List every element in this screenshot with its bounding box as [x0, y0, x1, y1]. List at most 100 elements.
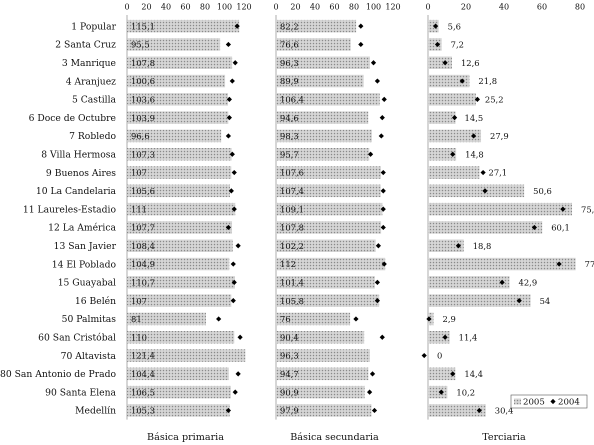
x-tick-label: 100: [217, 3, 232, 12]
bar-value-label: 2,9: [443, 314, 456, 324]
bar-2005: [127, 38, 221, 51]
bar-value-label: 76,6: [280, 40, 299, 50]
bar-2005: [127, 148, 232, 161]
bar-2005: [276, 56, 370, 69]
bar-2005: [276, 19, 357, 33]
bar-2005: [127, 93, 229, 106]
bar-value-label: 11,4: [459, 332, 478, 342]
x-tick-label: 80: [200, 3, 210, 12]
marker-2004: [235, 371, 241, 377]
row-label: 6 Doce de Octubre: [29, 113, 116, 124]
marker-2004: [353, 316, 359, 322]
bar-value-label: 60,1: [551, 223, 570, 233]
bar-value-label: 103,6: [131, 94, 155, 104]
marker-2004: [421, 352, 427, 359]
bar-value-label: 107,4: [280, 186, 304, 196]
marker-2004: [375, 243, 381, 249]
bar-2005: [127, 184, 230, 198]
bar-value-label: 90,4: [280, 332, 299, 342]
marker-2004: [371, 407, 378, 414]
bar-2005: [127, 19, 240, 33]
bar-2005: [127, 257, 230, 271]
bar-value-label: 109,1: [280, 204, 304, 214]
row-label: 1 Popular: [71, 21, 116, 32]
bar-2005: [428, 74, 470, 88]
row-label: 90 Santa Elena: [45, 387, 116, 398]
bar-value-label: 7,2: [451, 40, 464, 50]
bar-value-label: 105,8: [280, 296, 304, 306]
bar-value-label: 106,5: [131, 387, 155, 397]
marker-2004: [381, 96, 387, 102]
x-tick-label: 80: [349, 3, 359, 12]
bar-2005: [127, 349, 246, 362]
bar-2005: [276, 367, 369, 381]
row-label: 80 San Antonio de Prado: [0, 369, 116, 380]
panel-title: Básica secundaria: [290, 432, 379, 443]
marker-2004: [374, 78, 380, 84]
row-label: 2 Santa Cruz: [55, 40, 116, 51]
row-label: 13 San Javier: [54, 241, 117, 252]
x-tick-label: 0: [425, 3, 430, 12]
bar-2005: [276, 221, 382, 234]
marker-2004: [216, 316, 222, 322]
bar-value-label: 103,9: [131, 113, 155, 123]
marker-2004: [380, 188, 386, 194]
bar-value-label: 96,3: [280, 58, 299, 68]
bar-2005: [428, 202, 573, 216]
x-tick-label: 0: [124, 3, 129, 12]
bar-value-label: 14,4: [464, 369, 483, 379]
bar-2005: [428, 276, 510, 289]
bar-2005: [428, 404, 486, 417]
marker-2004: [380, 169, 386, 176]
marker-2004: [455, 243, 461, 249]
bar-value-label: 100,6: [131, 76, 155, 86]
marker-2004: [370, 60, 377, 66]
bar-2005: [276, 257, 386, 271]
marker-2004: [231, 169, 237, 176]
bar-value-label: 89,9: [280, 76, 299, 86]
row-label: 14 El Poblado: [52, 259, 117, 270]
bar-value-label: 121,4: [131, 351, 155, 361]
marker-2004: [226, 115, 232, 121]
bar-value-label: 14,8: [465, 149, 484, 159]
bar-2005: [428, 166, 480, 179]
bar-2005: [127, 385, 231, 399]
legend-swatch-2005: [514, 398, 521, 405]
bar-value-label: 101,4: [280, 277, 304, 287]
marker-2004: [232, 389, 238, 395]
bar-value-label: 18,8: [473, 241, 492, 251]
marker-2004: [229, 151, 235, 157]
bar-value-label: 98,3: [280, 131, 299, 141]
marker-2004: [474, 96, 480, 102]
marker-2004: [531, 224, 537, 231]
bar-2005: [428, 93, 476, 106]
panel-titles: Básica primaria Básica secundaria Terciari…: [147, 432, 526, 443]
bar-2005: [127, 129, 222, 143]
marker-2004: [367, 151, 374, 157]
panel-title: Básica primaria: [147, 432, 224, 443]
bar-2005: [276, 38, 351, 51]
x-tick-label: 0: [273, 3, 278, 12]
bar-2005: [428, 38, 442, 51]
marker-2004: [452, 115, 458, 121]
x-tick-label: 60: [180, 3, 190, 12]
bar-2005: [428, 367, 456, 381]
panel-3: 0 20 40 60 80 5,6 7,2 12,6 21,8 25,214,5 27,9 14,8 2…: [421, 3, 594, 420]
bar-value-label: 107,3: [131, 149, 155, 159]
bar-value-label: 110,7: [131, 277, 155, 287]
bar-2005: [428, 184, 525, 198]
bar-2005: [428, 294, 531, 307]
bar-2005: [276, 74, 364, 88]
bar-value-label: 107: [131, 168, 147, 178]
bar-value-label: 42,9: [519, 277, 538, 287]
bar-2005: [276, 239, 376, 252]
bar-value-label: 107,8: [131, 58, 155, 68]
marker-2004: [237, 334, 243, 340]
row-label: 9 Buenos Aires: [46, 168, 116, 179]
marker-2004: [438, 389, 444, 395]
row-label: 50 Palmitas: [62, 314, 117, 325]
bar-2005: [428, 129, 482, 143]
bar-2005: [276, 294, 380, 307]
bar-value-label: 105,6: [131, 186, 155, 196]
bar-2005: [276, 184, 381, 198]
